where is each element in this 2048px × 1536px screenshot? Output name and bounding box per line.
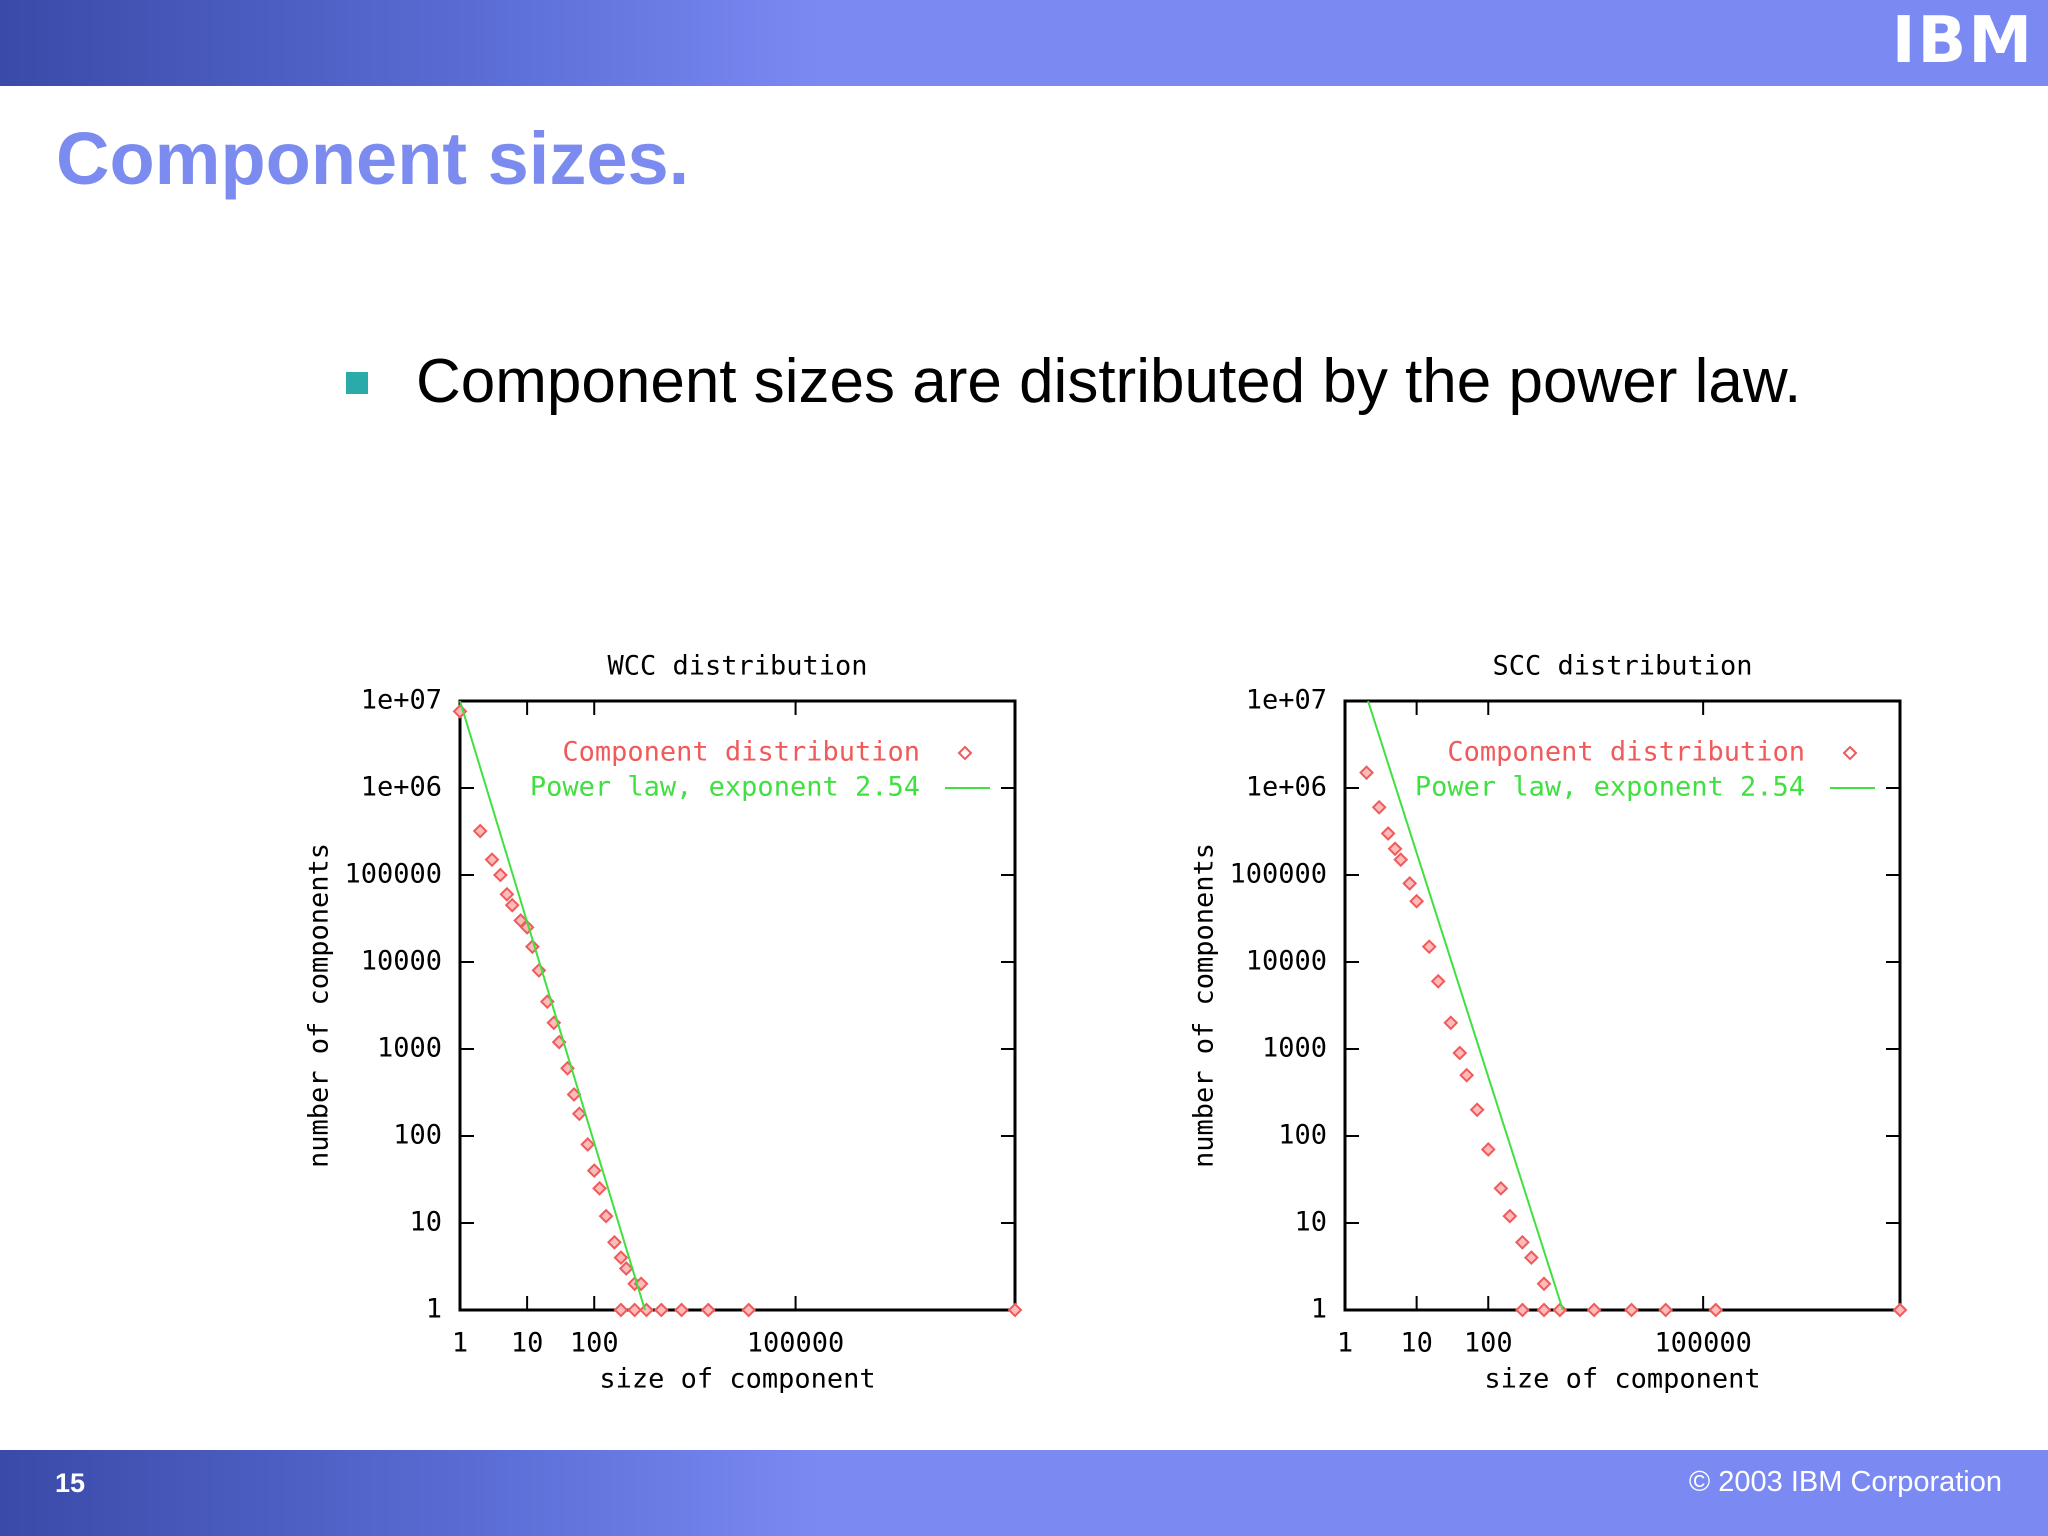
data-point [484,852,500,868]
data-point [1380,826,1396,841]
charts: WCC distribution size of component number … [304,651,1908,1395]
data-point [1552,1302,1568,1318]
x-tick-label: 1 [452,1328,468,1359]
y-tick-label: 10 [1294,1207,1327,1238]
data-point [1387,841,1403,857]
data-point [1480,1142,1496,1157]
y-tick-label: 1e+07 [1246,685,1327,716]
data-point [741,1302,757,1318]
y-tick-label: 1000 [1262,1033,1327,1064]
data-point [504,897,520,913]
data-point [1536,1276,1552,1292]
y-tick-label: 1 [1311,1294,1327,1325]
data-point [1892,1302,1908,1318]
data-point [452,703,468,719]
data-point [627,1302,643,1318]
y-tick-label: 1 [426,1294,442,1325]
plot-frame [458,699,1017,1312]
y-tick-label: 100 [393,1120,442,1151]
y-tick-label: 100000 [1229,859,1327,890]
data-point [1624,1302,1639,1318]
data-point [1523,1250,1539,1266]
data-point [1452,1045,1468,1061]
legend-label: Power law, exponent 2.54 [1415,772,1805,803]
bullet-marker [346,372,368,394]
legend-swatch [1842,745,1858,761]
data-point [653,1302,669,1318]
y-tick-label: 10000 [361,946,442,977]
legend-label: Power law, exponent 2.54 [530,772,920,803]
data-point [1459,1067,1475,1083]
data-point [1371,799,1387,815]
data-point [592,1180,607,1196]
power-law-line [459,700,646,1311]
data-point [613,1250,629,1266]
y-tick-label: 100000 [344,859,442,890]
data-point [1402,876,1418,891]
chart-title: SCC distribution [1492,651,1752,682]
data-point [499,886,515,902]
data-point [1393,852,1409,868]
x-tick-label: 100000 [1654,1328,1752,1359]
data-point [613,1302,629,1318]
x-tick-label: 100 [1464,1328,1513,1359]
data-point [1586,1302,1602,1318]
data-point [598,1208,614,1224]
header-band: IBM [0,0,2048,86]
copyright: © 2003 IBM Corporation [1688,1466,2002,1498]
data-point [1421,939,1437,955]
data-point [618,1261,634,1276]
y-tick-label: 100 [1278,1120,1327,1151]
data-point [1469,1102,1485,1118]
data-point [674,1302,689,1318]
y-tick-label: 10000 [1246,946,1327,977]
x-tick-label: 10 [511,1328,544,1359]
data-point [1515,1234,1530,1250]
y-tick-label: 1e+07 [361,685,442,716]
y-axis-label: number of components [1189,843,1220,1168]
legend-label: Component distribution [562,737,920,768]
y-axis-label: number of components [304,843,335,1168]
data-point [1430,973,1446,989]
data-point [700,1302,716,1318]
power-law-line [1367,700,1564,1311]
footer-band [0,1450,2048,1536]
legend-swatch [957,745,973,761]
data-point [1443,1015,1459,1031]
data-point [580,1137,596,1152]
data-point [1536,1302,1552,1318]
slide-title: Component sizes. [56,117,690,200]
x-tick-label: 100 [570,1328,619,1359]
data-point [1493,1180,1509,1196]
bullet-text: Component sizes are distributed by the p… [416,347,1802,416]
data-point [1515,1302,1530,1318]
data-point [1409,893,1425,909]
data-point [472,823,488,839]
data-point [1502,1208,1518,1224]
data-point [1007,1302,1023,1318]
data-point [1658,1302,1674,1318]
data-point [639,1302,654,1318]
y-tick-label: 1000 [377,1033,442,1064]
x-axis-label: size of component [599,1364,875,1395]
data-point [1359,765,1374,781]
legend-label: Component distribution [1447,737,1805,768]
x-tick-label: 10 [1400,1328,1433,1359]
x-tick-label: 100000 [747,1328,845,1359]
y-tick-label: 10 [409,1207,442,1238]
data-point [492,867,508,883]
data-point [571,1106,587,1122]
chart-title: WCC distribution [607,651,867,682]
data-point [586,1163,602,1179]
x-tick-label: 1 [1337,1328,1353,1359]
logo: IBM [1891,4,2034,78]
y-tick-label: 1e+06 [1246,772,1327,803]
data-point [607,1234,622,1250]
page-number: 15 [55,1468,86,1498]
y-tick-label: 1e+06 [361,772,442,803]
x-axis-label: size of component [1484,1364,1760,1395]
plot-frame [1343,699,1902,1312]
data-point [1708,1302,1724,1318]
